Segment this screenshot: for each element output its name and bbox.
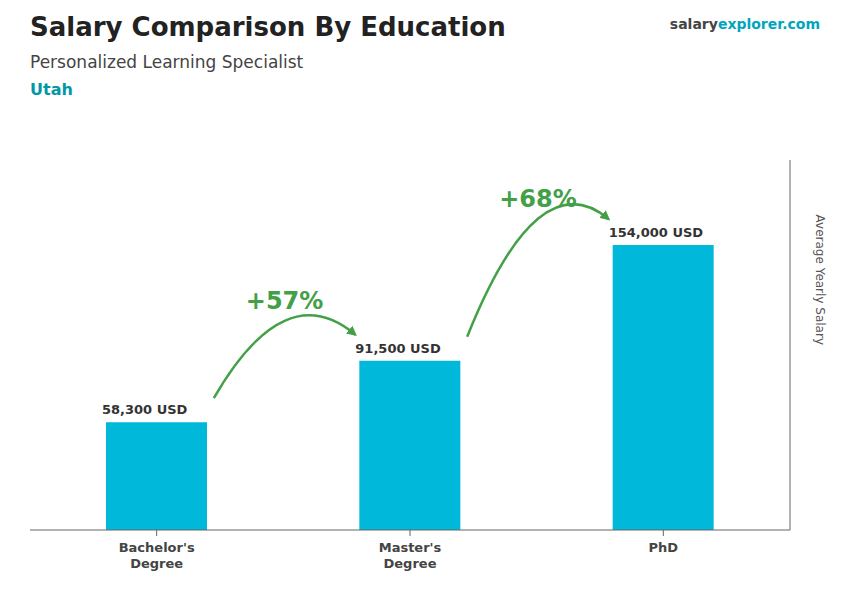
svg-text:91,500 USD: 91,500 USD: [355, 341, 441, 356]
html-text:Personalized Learning Speciali: Personalized Learning Specialist: [30, 52, 304, 72]
html-text:salary explorer.com: salary explorer.com: [669, 16, 820, 32]
svg-text:Master'sDegree: Master'sDegree: [379, 540, 442, 571]
svg-text:Bachelor'sDegree: Bachelor'sDegree: [119, 540, 195, 571]
svg-text:Average Yearly Salary: Average Yearly Salary: [813, 215, 827, 345]
svg-text:58,300 USD: 58,300 USD: [102, 402, 188, 417]
html-text:Salary Comparison By Education: Salary Comparison By Education: [30, 12, 506, 42]
svg-text:+68%: +68%: [499, 185, 577, 213]
svg-text:PhD: PhD: [649, 540, 679, 555]
svg-text:+57%: +57%: [246, 287, 324, 315]
svg-text:154,000 USD: 154,000 USD: [609, 225, 704, 240]
html-text:Utah: Utah: [30, 80, 73, 99]
